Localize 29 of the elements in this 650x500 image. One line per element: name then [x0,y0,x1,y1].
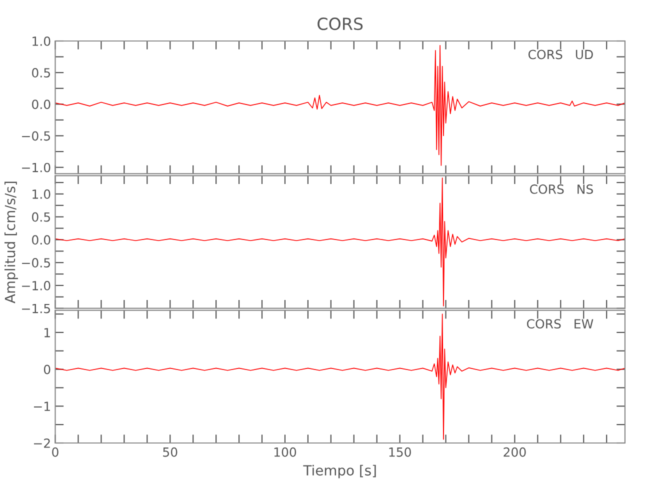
x-tick-label: 0 [52,447,58,457]
y-tick-label: −1.5 [22,304,50,314]
line-series [55,45,625,166]
y-tick-label: −0.5 [22,258,50,268]
y-tick-label: 0.5 [32,68,50,78]
line-series [55,314,625,440]
x-tick-label: 100 [274,447,296,457]
y-tick-label: −0.5 [22,131,50,141]
y-axis-title: Amplitud [cm/s/s] [4,182,18,304]
annotation: CORS UD [528,50,593,60]
y-tick-label: 0.0 [32,100,50,110]
annotation: CORS EW [526,319,594,329]
y-tick-label: 1 [44,328,50,338]
y-tick-label: −2 [34,438,50,448]
y-tick-label: −1 [34,402,50,411]
y-tick-label: −1.0 [22,280,50,290]
y-tick-label: −1.0 [22,162,50,172]
annotation: CORS NS [530,184,593,194]
y-tick-label: 1.0 [32,36,50,46]
x-tick-label: 150 [389,447,411,457]
x-tick-label: 50 [163,447,178,457]
x-axis-title: Tiempo [s] [303,464,376,478]
x-tick-label: 200 [504,447,526,457]
line-series [55,178,625,306]
y-tick-label: 1.0 [32,189,50,199]
chart-title: CORS [318,18,363,30]
y-tick-label: 0.0 [32,235,50,245]
y-tick-label: 0 [44,364,50,374]
y-tick-label: 0.5 [32,212,50,222]
